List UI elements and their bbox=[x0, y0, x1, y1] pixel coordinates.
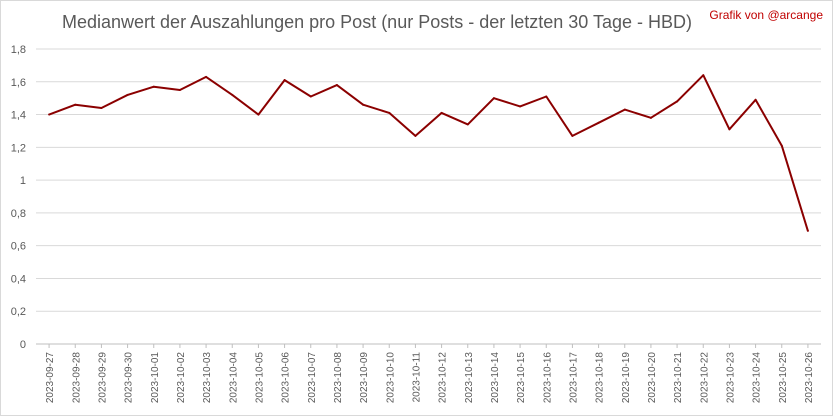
x-tick-label: 2023-10-08 bbox=[333, 352, 344, 404]
x-tick-label: 2023-10-06 bbox=[281, 352, 292, 404]
data-point bbox=[519, 105, 522, 108]
x-tick-label: 2023-10-04 bbox=[228, 352, 239, 404]
x-tick-label: 2023-10-05 bbox=[254, 352, 265, 404]
data-point bbox=[702, 74, 705, 77]
y-tick-label: 0,8 bbox=[11, 208, 26, 220]
x-tick-label: 2023-10-23 bbox=[725, 352, 736, 404]
x-axis-ticks: 2023-09-27 2023-09-28 2023-09-29 2023-09-30… bbox=[45, 344, 815, 403]
x-tick-label: 2023-10-24 bbox=[752, 352, 763, 404]
data-point bbox=[597, 121, 600, 124]
data-point bbox=[754, 98, 757, 101]
x-tick-label: 2023-10-26 bbox=[804, 352, 815, 404]
x-tick-label: 2023-10-20 bbox=[647, 352, 658, 404]
gridlines bbox=[36, 48, 821, 312]
y-tick-label: 1,6 bbox=[11, 77, 26, 89]
data-point bbox=[806, 229, 809, 232]
x-tick-label: 2023-09-28 bbox=[71, 352, 82, 404]
y-tick-label: 0,4 bbox=[11, 273, 26, 285]
x-tick-label: 2023-10-15 bbox=[516, 352, 527, 404]
y-tick-label: 1,2 bbox=[11, 142, 26, 154]
data-point bbox=[362, 103, 365, 106]
y-axis-ticks: 0 0,2 0,4 0,6 0,8 1 1,2 1,4 1,6 1,8 bbox=[11, 44, 26, 351]
data-point bbox=[623, 108, 626, 111]
x-tick-label: 2023-10-03 bbox=[202, 352, 213, 404]
x-tick-label: 2023-09-30 bbox=[124, 352, 135, 404]
data-point bbox=[283, 79, 286, 82]
data-point bbox=[545, 95, 548, 98]
y-tick-label: 0,6 bbox=[11, 241, 26, 253]
data-point bbox=[231, 93, 234, 96]
x-tick-label: 2023-10-11 bbox=[411, 352, 422, 403]
x-tick-label: 2023-10-17 bbox=[568, 352, 579, 404]
data-point bbox=[126, 93, 129, 96]
x-tick-label: 2023-10-12 bbox=[438, 352, 449, 404]
x-tick-label: 2023-10-18 bbox=[595, 352, 606, 404]
data-point bbox=[257, 113, 260, 116]
x-tick-label: 2023-09-29 bbox=[97, 352, 108, 404]
data-point bbox=[649, 116, 652, 119]
data-point bbox=[492, 97, 495, 100]
y-tick-label: 1,8 bbox=[11, 44, 26, 56]
data-point bbox=[152, 85, 155, 88]
x-tick-label: 2023-10-10 bbox=[385, 352, 396, 404]
y-tick-label: 1,4 bbox=[11, 110, 26, 122]
data-point bbox=[74, 103, 77, 106]
x-tick-label: 2023-10-09 bbox=[359, 352, 370, 404]
data-point bbox=[48, 113, 51, 116]
data-point bbox=[388, 111, 391, 114]
x-tick-label: 2023-10-25 bbox=[778, 352, 789, 404]
data-point bbox=[728, 128, 731, 131]
chart-title: Medianwert der Auszahlungen pro Post (nu… bbox=[62, 12, 692, 32]
x-tick-label: 2023-10-13 bbox=[464, 352, 475, 404]
data-point bbox=[309, 95, 312, 98]
data-point bbox=[414, 134, 417, 137]
data-point bbox=[466, 123, 469, 126]
data-point bbox=[571, 134, 574, 137]
data-point bbox=[440, 111, 443, 114]
data-point bbox=[205, 75, 208, 78]
x-tick-label: 2023-10-19 bbox=[621, 352, 632, 404]
data-point bbox=[178, 88, 181, 91]
y-tick-label: 0,2 bbox=[11, 306, 26, 318]
x-tick-label: 2023-10-14 bbox=[490, 352, 501, 404]
series-line bbox=[48, 74, 809, 232]
x-tick-label: 2023-10-07 bbox=[307, 352, 318, 404]
x-tick-label: 2023-10-02 bbox=[176, 352, 187, 404]
x-tick-label: 2023-10-22 bbox=[699, 352, 710, 404]
data-point bbox=[676, 100, 679, 103]
x-tick-label: 2023-10-01 bbox=[150, 352, 161, 404]
x-tick-label: 2023-09-27 bbox=[45, 352, 56, 404]
data-point bbox=[100, 107, 103, 109]
data-point bbox=[780, 144, 783, 147]
y-tick-label: 0 bbox=[20, 339, 26, 351]
x-tick-label: 2023-10-16 bbox=[542, 352, 553, 404]
series-layer bbox=[48, 74, 809, 232]
y-tick-label: 1 bbox=[20, 175, 26, 187]
chart-credit: Grafik von @arcange bbox=[709, 8, 823, 22]
x-tick-label: 2023-10-21 bbox=[673, 352, 684, 404]
data-point bbox=[335, 84, 338, 87]
